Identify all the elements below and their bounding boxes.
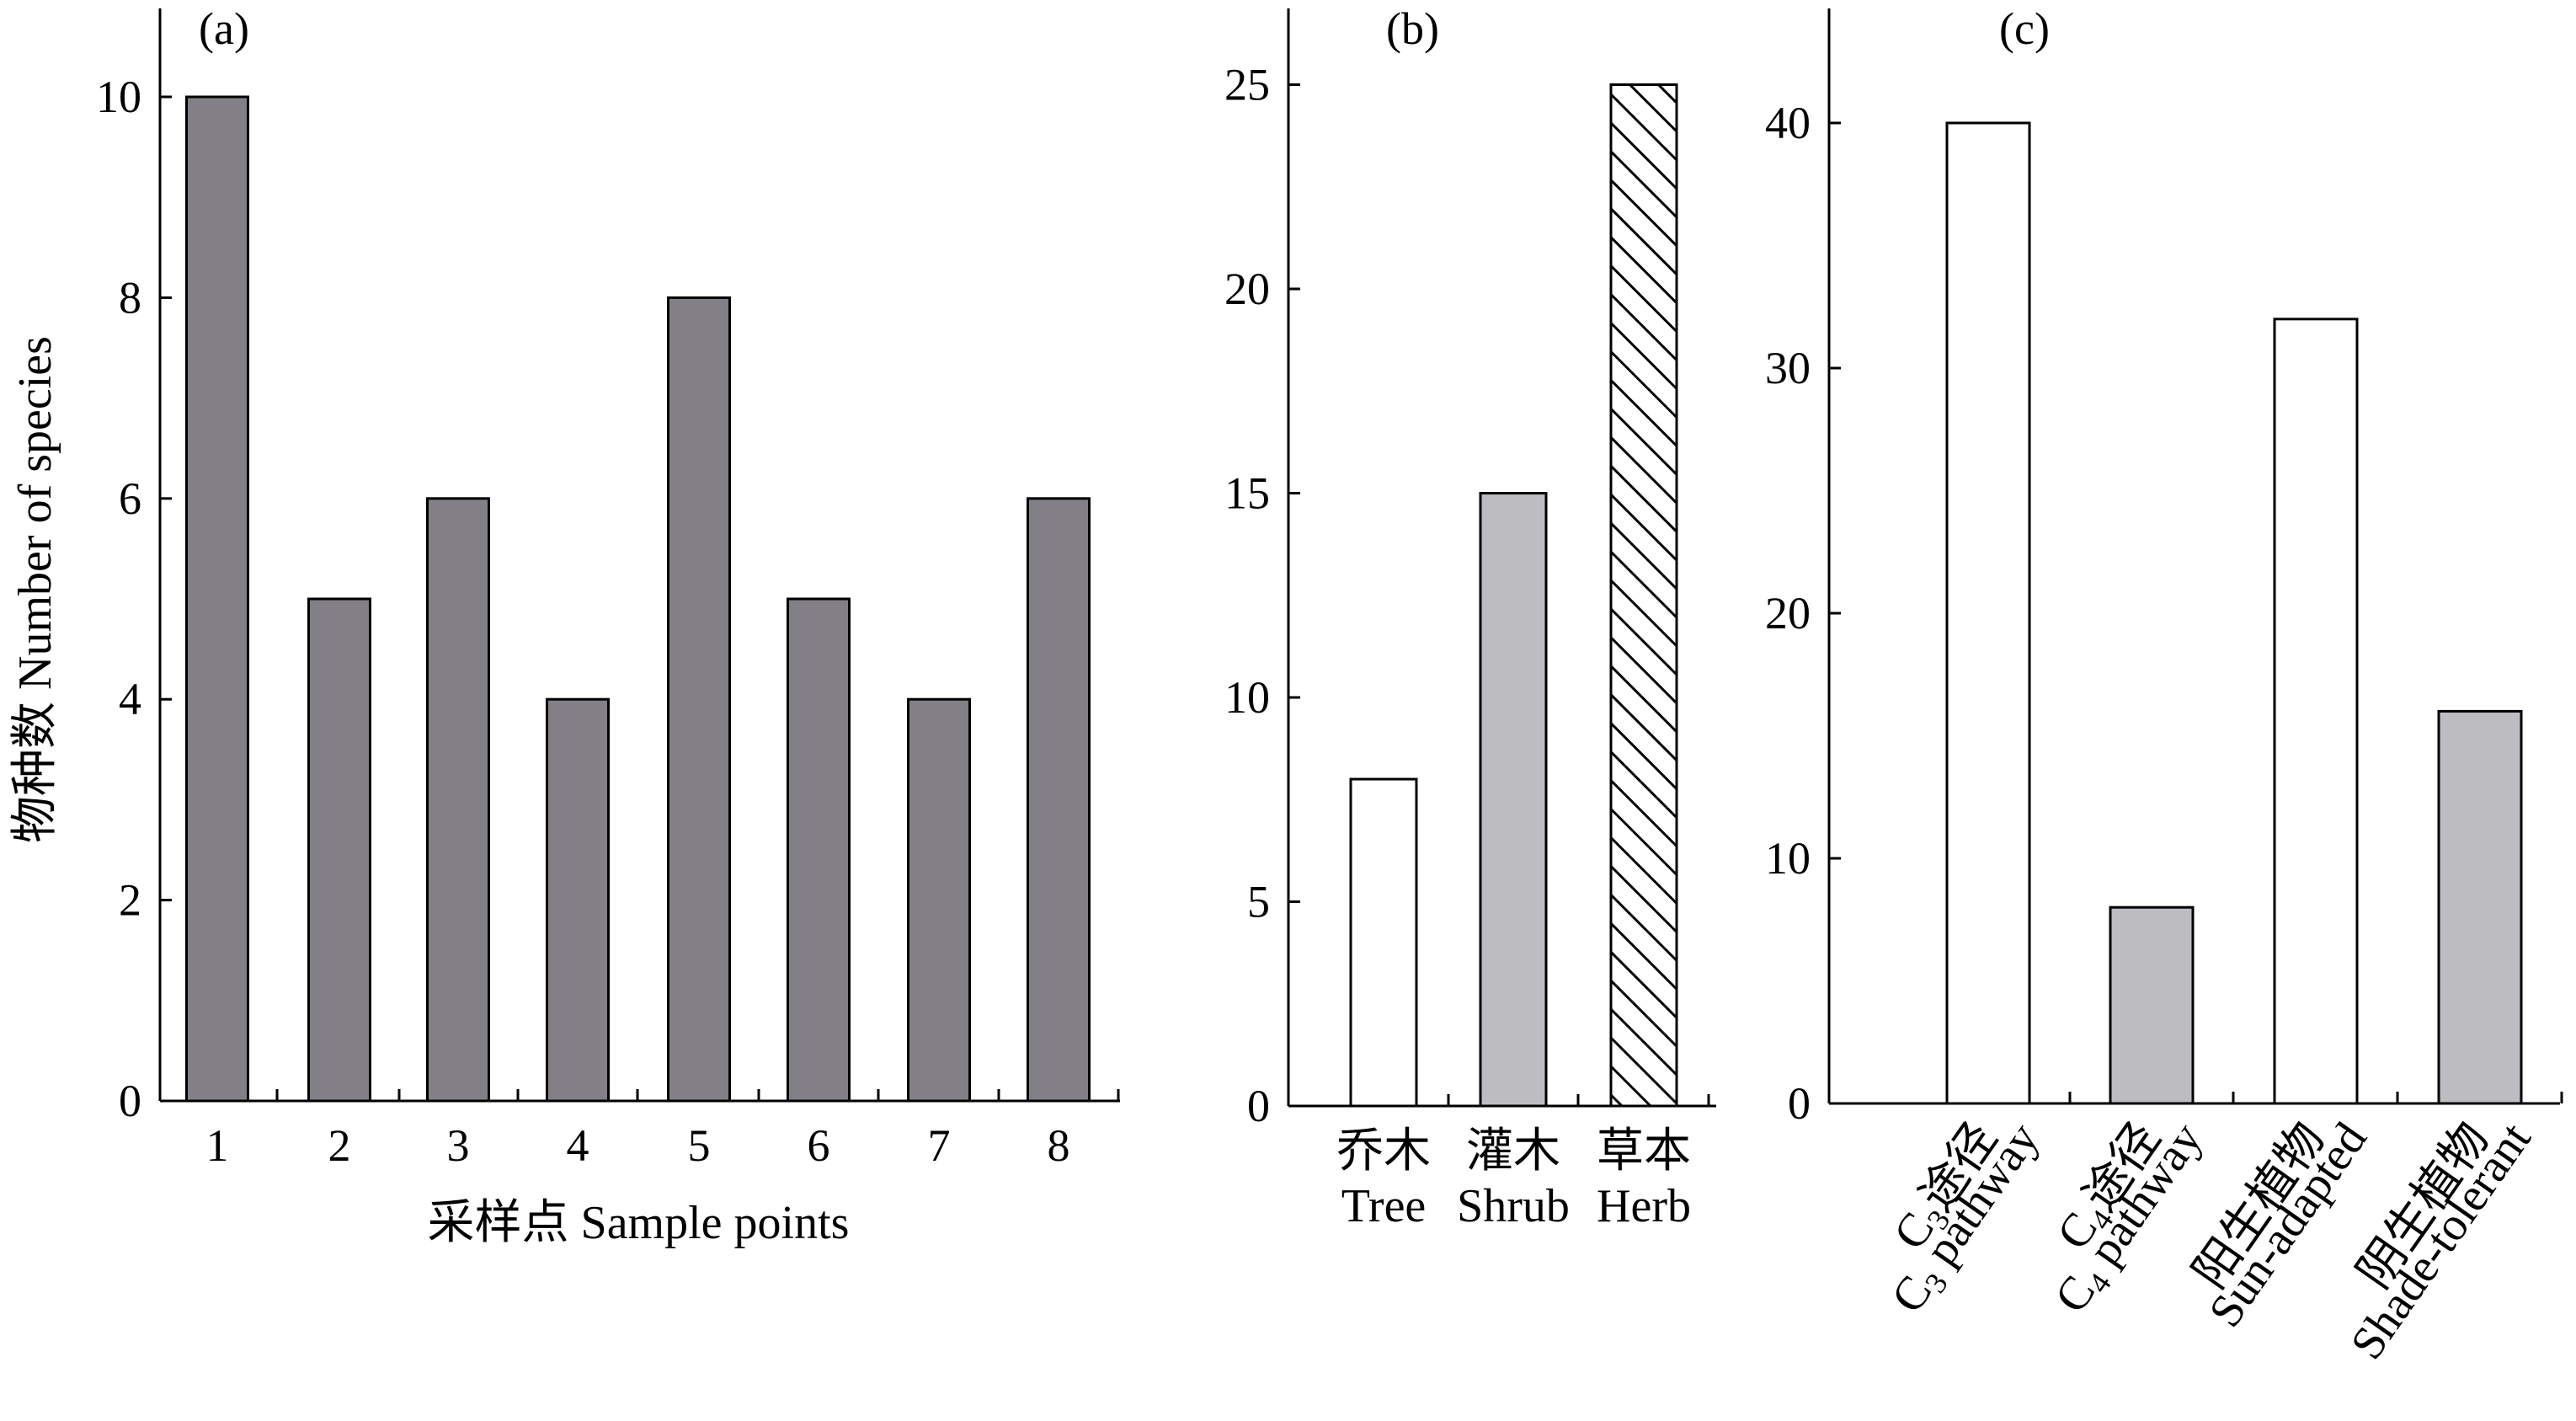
panel-b-bar bbox=[1479, 492, 1548, 1108]
panel-c-y-tick-label: 0 bbox=[1788, 1078, 1811, 1129]
panel-b-y-tick-label: 5 bbox=[1247, 877, 1270, 927]
panel-a-bar bbox=[787, 597, 851, 1103]
panel-b-bar bbox=[1609, 83, 1678, 1108]
panel-a-y-tick-label: 8 bbox=[119, 272, 141, 323]
panel-a-x-tick-label: 2 bbox=[328, 1120, 351, 1171]
panel-c-bar bbox=[2109, 905, 2195, 1105]
panel-b-bar bbox=[1349, 777, 1418, 1108]
panel-a-label: (a) bbox=[199, 3, 249, 54]
panel-a-x-tick-label: 4 bbox=[567, 1120, 589, 1171]
panel-a-bar bbox=[907, 697, 971, 1103]
panel-b-y-tick-label: 0 bbox=[1247, 1081, 1270, 1131]
panel-b-y-tick-label: 15 bbox=[1224, 468, 1270, 519]
panel-a-y-tick-label: 4 bbox=[119, 674, 141, 724]
panel-b-y-tick-label: 10 bbox=[1224, 672, 1270, 723]
panel-a-bar bbox=[307, 597, 371, 1103]
panel-a-x-tick-label: 1 bbox=[206, 1120, 229, 1171]
panel-a-x-axis-title: 采样点 Sample points bbox=[428, 1197, 850, 1249]
panel-c-bar bbox=[1945, 121, 2031, 1105]
panel-b-category-label-zh: 灌木 bbox=[1466, 1125, 1560, 1178]
panel-b-category-label-en: Tree bbox=[1341, 1180, 1427, 1232]
panel-c-label: (c) bbox=[1999, 3, 2050, 54]
panel-c-y-tick-label: 30 bbox=[1765, 343, 1811, 393]
panel-a-bar bbox=[546, 697, 610, 1103]
panel-a-y-tick-label: 6 bbox=[119, 473, 141, 524]
panel-b-category-label-en: Shrub bbox=[1457, 1180, 1570, 1232]
panel-a-x-tick-label: 8 bbox=[1048, 1120, 1070, 1171]
panel-b-category-label-zh: 乔木 bbox=[1336, 1125, 1431, 1178]
panel-a-y-tick-label: 0 bbox=[119, 1076, 141, 1126]
panel-a-y-tick-label: 2 bbox=[119, 875, 141, 926]
panel-c-bar bbox=[2273, 318, 2359, 1105]
panel-b-y-tick-label: 20 bbox=[1224, 264, 1270, 314]
panel-a-bar bbox=[1027, 497, 1091, 1103]
panel-a-bar bbox=[426, 497, 490, 1103]
panel-a-y-axis-title: 物种数 Number of species bbox=[9, 336, 61, 843]
panel-b-y-tick-label: 25 bbox=[1224, 60, 1270, 110]
panel-a-bar bbox=[185, 95, 249, 1103]
panel-b-category-label-zh: 草本 bbox=[1597, 1125, 1691, 1178]
panel-a-x-tick-label: 5 bbox=[688, 1120, 711, 1171]
panel-c-y-tick-label: 40 bbox=[1765, 98, 1811, 148]
panel-a-chart: (a) 1 2 3 4 5 6 7 8 0 2 4 6 8 10 采样点 Sample points 物种… bbox=[9, 3, 1120, 1249]
panel-b-label: (b) bbox=[1386, 3, 1439, 54]
panel-c-y-tick-label: 20 bbox=[1765, 588, 1811, 638]
panel-c-bar bbox=[2437, 709, 2523, 1105]
panel-a-bar bbox=[667, 296, 731, 1103]
panel-a-x-tick-label: 6 bbox=[808, 1120, 830, 1171]
panel-a-x-tick-label: 3 bbox=[447, 1120, 470, 1171]
panel-a-x-tick-label: 7 bbox=[928, 1120, 951, 1171]
panel-a-y-tick-label: 10 bbox=[96, 72, 141, 122]
panel-c-y-tick-label: 10 bbox=[1765, 833, 1811, 884]
panel-b-category-label-en: Herb bbox=[1597, 1180, 1691, 1232]
